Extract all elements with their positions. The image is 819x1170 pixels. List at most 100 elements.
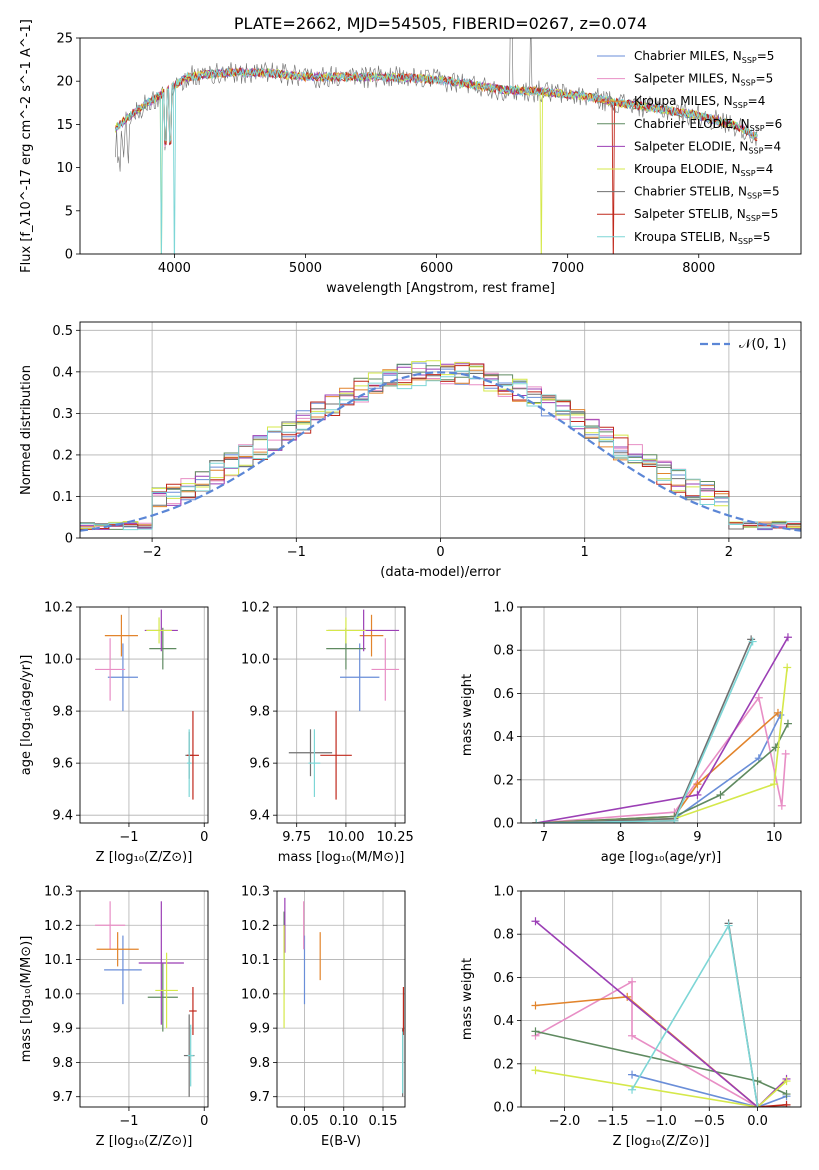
weight-marker — [754, 754, 763, 763]
weight-marker — [753, 1077, 762, 1086]
legend-subscript: SSP — [733, 101, 748, 110]
weight-marker — [693, 780, 702, 789]
weight-marker — [777, 801, 786, 810]
legend-entry: Salpeter MILES, NSSP=5 — [634, 72, 773, 88]
legend-subscript: SSP — [738, 237, 753, 246]
x-tick-label: 7000 — [551, 261, 584, 276]
spectrum-axes: 4000 5000 6000 7000 8000 0 5 10 15 20 25 wavelength… — [19, 19, 715, 296]
weight-marker — [628, 1031, 637, 1040]
x-tick-label: 5000 — [289, 261, 322, 276]
y-tick-label: 0.4 — [493, 730, 514, 745]
axes-frame — [79, 890, 209, 1108]
weight-marker — [623, 992, 632, 1001]
axes-frame — [276, 890, 406, 1108]
x-tick-label: −1 — [287, 545, 306, 560]
y-tick-label: 0.4 — [52, 365, 73, 380]
y-tick-label: 0.2 — [493, 1057, 514, 1072]
x-tick-label: 0 — [200, 830, 208, 845]
x-axis-label: Z [log₁₀(Z/Z⊙)] — [96, 1134, 193, 1149]
x-tick-label: 0.15 — [369, 1114, 398, 1129]
legend-value: =6 — [765, 117, 783, 131]
y-tick-label: 0.0 — [493, 817, 514, 832]
y-tick-label: 5 — [65, 204, 73, 219]
y-tick-label: 10.2 — [241, 919, 270, 934]
weight-marker — [783, 633, 792, 642]
x-tick-label: 0.10 — [329, 1114, 358, 1129]
x-axis-label: wavelength [Angstrom, rest frame] — [326, 281, 555, 296]
weight-series-2 — [536, 712, 779, 823]
x-tick-label: −1 — [119, 1114, 138, 1129]
weight-series-1 — [535, 980, 758, 1107]
y-tick-label: 0.3 — [52, 407, 73, 422]
weight-vs-Z-axes: −2.0 −1.5 −1.0 −0.5 0.0 0.0 0.2 0.4 0.6 0.8 1.0 Z [… — [460, 885, 801, 1149]
weight-marker — [670, 816, 679, 823]
y-tick-label: 9.8 — [52, 1056, 73, 1071]
legend-subscript: SSP — [741, 79, 756, 88]
weight-series-4 — [534, 920, 788, 1107]
y-tick-label: 0.0 — [493, 1101, 514, 1116]
y-tick-label: 15 — [56, 118, 73, 133]
y-tick-label: 0.8 — [493, 928, 514, 943]
y-axis-label: mass weight — [460, 958, 475, 1040]
y-axis-label: Normed distribution — [19, 365, 34, 495]
y-tick-label: 10.0 — [44, 987, 73, 1002]
spectrum-lines — [114, 38, 758, 254]
weight-series-5 — [536, 667, 788, 823]
x-tick-label: 7 — [540, 830, 548, 845]
legend-value: =4 — [748, 94, 766, 108]
histogram-steps — [80, 360, 801, 532]
x-tick-label: 10.00 — [327, 830, 364, 845]
x-tick-label: 0 — [200, 1114, 208, 1129]
weight-marker — [716, 790, 725, 799]
y-tick-label: 10.0 — [241, 653, 270, 668]
y-tick-label: 0.5 — [52, 324, 73, 339]
legend-value: =5 — [757, 49, 775, 63]
x-tick-label: 0.0 — [747, 1114, 768, 1129]
legend-value: =4 — [756, 162, 774, 176]
weight-marker — [783, 719, 792, 728]
weight-marker — [781, 749, 790, 758]
weight-marker — [531, 1027, 540, 1036]
y-tick-label: 9.7 — [52, 1090, 73, 1105]
x-tick-label: 9 — [693, 830, 701, 845]
y-tick-label: 9.4 — [249, 809, 270, 824]
y-axis-label: Flux [f_λ10^-17 erg cm^-2 s^-1 A^-1] — [19, 19, 34, 273]
x-tick-label: 8000 — [682, 261, 715, 276]
y-axis-label: mass weight — [460, 674, 475, 756]
weight-marker — [531, 917, 540, 926]
y-tick-label: 0.6 — [493, 971, 514, 986]
weight-marker — [782, 1100, 791, 1107]
x-tick-label: −2.0 — [549, 1114, 581, 1129]
weight-marker — [531, 1001, 540, 1010]
weight-marker — [628, 1070, 637, 1079]
x-tick-label: 1 — [581, 545, 589, 560]
weight-marker — [628, 1085, 637, 1094]
y-tick-label: 10.3 — [44, 885, 73, 900]
x-tick-label: 2 — [725, 545, 733, 560]
weight-series-0 — [536, 714, 782, 823]
chart-title: PLATE=2662, MJD=54505, FIBERID=0267, z=0… — [234, 14, 647, 33]
x-tick-label: 6000 — [420, 261, 453, 276]
axes-frame — [276, 606, 406, 824]
x-tick-label: −0.5 — [693, 1114, 725, 1129]
y-tick-label: 9.9 — [52, 1022, 73, 1037]
y-tick-label: 10.2 — [44, 919, 73, 934]
x-tick-label: 0.05 — [290, 1114, 319, 1129]
legend-subscript: SSP — [750, 124, 765, 133]
y-tick-label: 10.0 — [44, 653, 73, 668]
axes-frame — [520, 606, 802, 824]
legend-entry: Chabrier ELODIE, NSSP=6 — [634, 117, 782, 133]
x-tick-label: 10.25 — [377, 830, 414, 845]
legend-subscript: SSP — [741, 169, 756, 178]
mass-vs-Z-points — [95, 901, 197, 1097]
legend-entry: Chabrier STELIB, NSSP=5 — [634, 185, 780, 201]
y-tick-label: 0.2 — [52, 448, 73, 463]
weight-marker — [783, 663, 792, 672]
x-axis-label: (data-model)/error — [380, 565, 501, 580]
mass-vs-EBV-axes: 0.05 0.10 0.15 9.7 9.8 9.9 10.0 10.1 10.2 10.3 E(B… — [241, 885, 405, 1149]
legend-subscript: SSP — [747, 192, 762, 201]
axes-frame — [79, 37, 802, 255]
spectrum-legend: Chabrier MILES, NSSP=5 Salpeter MILES, NS… — [597, 49, 782, 246]
axes-frame — [79, 606, 209, 824]
y-tick-label: 9.8 — [249, 1056, 270, 1071]
